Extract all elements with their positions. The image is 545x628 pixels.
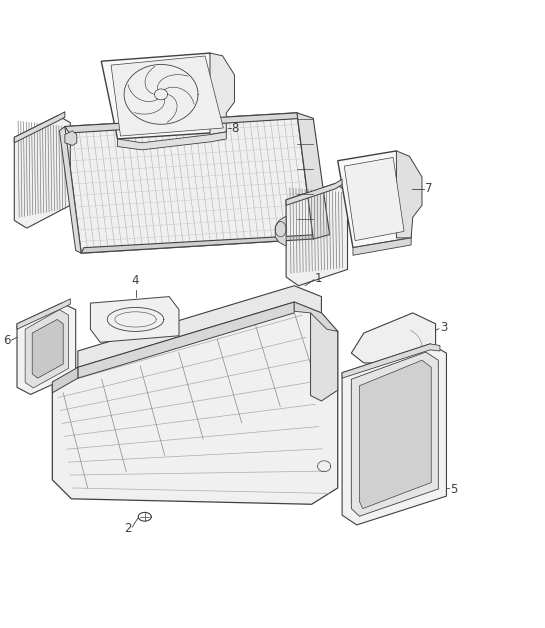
- Polygon shape: [59, 126, 81, 253]
- Polygon shape: [65, 131, 77, 146]
- Polygon shape: [352, 352, 438, 516]
- Text: 8: 8: [232, 122, 239, 134]
- Polygon shape: [396, 151, 422, 238]
- Polygon shape: [286, 179, 342, 205]
- Polygon shape: [294, 302, 338, 332]
- Polygon shape: [360, 360, 431, 509]
- Polygon shape: [338, 151, 411, 247]
- Polygon shape: [65, 113, 313, 253]
- Polygon shape: [52, 367, 78, 393]
- Polygon shape: [81, 235, 318, 253]
- Text: 5: 5: [450, 482, 457, 495]
- Polygon shape: [352, 313, 435, 363]
- Polygon shape: [17, 299, 70, 329]
- Text: 1: 1: [315, 272, 323, 285]
- Text: 3: 3: [440, 321, 447, 334]
- Text: 4: 4: [132, 274, 140, 287]
- Polygon shape: [311, 313, 338, 401]
- Polygon shape: [90, 296, 179, 342]
- Polygon shape: [344, 158, 404, 241]
- Polygon shape: [297, 113, 330, 239]
- Polygon shape: [353, 238, 411, 256]
- Polygon shape: [210, 53, 234, 134]
- Polygon shape: [111, 56, 223, 136]
- Polygon shape: [275, 216, 286, 246]
- Polygon shape: [342, 344, 440, 378]
- Text: 6: 6: [3, 333, 10, 347]
- Polygon shape: [78, 286, 322, 367]
- Polygon shape: [342, 344, 446, 525]
- Polygon shape: [118, 132, 226, 150]
- Polygon shape: [52, 302, 338, 504]
- Text: 2: 2: [124, 522, 131, 535]
- Polygon shape: [14, 112, 65, 143]
- Polygon shape: [25, 310, 69, 388]
- Polygon shape: [286, 183, 348, 286]
- Polygon shape: [78, 302, 294, 378]
- Polygon shape: [17, 303, 76, 394]
- Polygon shape: [14, 116, 70, 228]
- Text: 7: 7: [425, 183, 432, 195]
- Polygon shape: [101, 53, 226, 139]
- Polygon shape: [65, 113, 302, 133]
- Polygon shape: [32, 320, 63, 378]
